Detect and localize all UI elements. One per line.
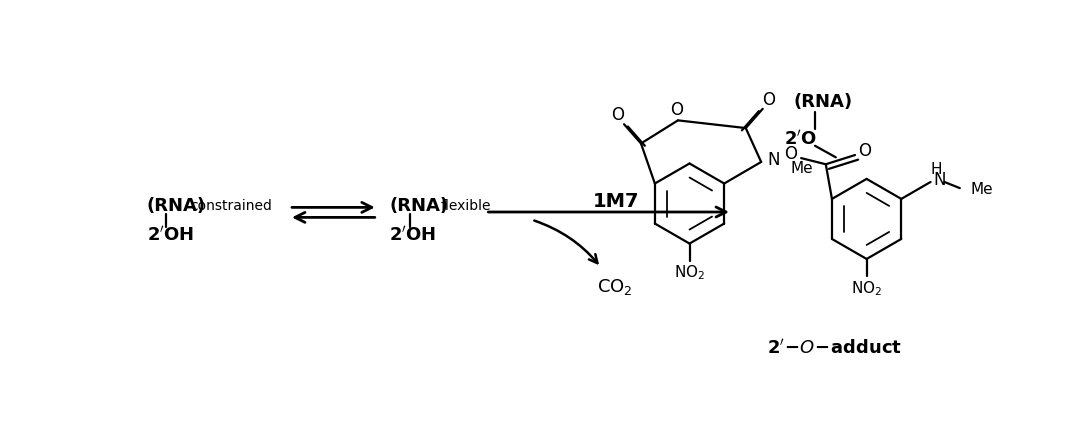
Text: O: O [670, 101, 683, 119]
Text: $\mathbf{2'OH}$: $\mathbf{2'OH}$ [389, 226, 437, 245]
Text: NO$_2$: NO$_2$ [674, 264, 705, 282]
Text: NO$_2$: NO$_2$ [851, 279, 882, 298]
Text: O: O [611, 106, 625, 124]
Text: O: O [859, 142, 872, 160]
Text: flexible: flexible [440, 199, 492, 213]
Text: (RNA): (RNA) [147, 197, 206, 215]
Text: Me: Me [790, 161, 813, 176]
Text: $\mathbf{2'O}$: $\mathbf{2'O}$ [784, 129, 818, 148]
Text: $\mathbf{2'OH}$: $\mathbf{2'OH}$ [147, 226, 194, 245]
Text: Me: Me [970, 182, 993, 197]
Text: (RNA): (RNA) [794, 93, 852, 111]
Text: O: O [784, 145, 797, 163]
Text: CO$_2$: CO$_2$ [597, 276, 632, 297]
Text: (RNA): (RNA) [389, 197, 448, 215]
Text: N: N [767, 151, 779, 169]
Text: O: O [762, 91, 775, 108]
Text: $\mathbf{2'\!-\!\mathit{O}\!-\!adduct}$: $\mathbf{2'\!-\!\mathit{O}\!-\!adduct}$ [766, 339, 901, 358]
Text: N: N [933, 171, 946, 189]
Text: H: H [931, 162, 943, 177]
Text: 1M7: 1M7 [593, 193, 640, 212]
Text: constrained: constrained [191, 199, 272, 213]
